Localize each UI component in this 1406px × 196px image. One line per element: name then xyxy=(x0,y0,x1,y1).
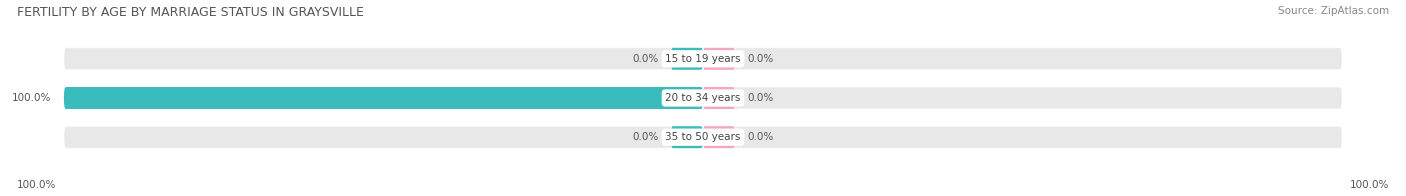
Text: 20 to 34 years: 20 to 34 years xyxy=(665,93,741,103)
Text: 35 to 50 years: 35 to 50 years xyxy=(665,132,741,142)
Text: 100.0%: 100.0% xyxy=(17,180,56,190)
FancyBboxPatch shape xyxy=(703,48,1343,70)
Text: 0.0%: 0.0% xyxy=(748,93,773,103)
FancyBboxPatch shape xyxy=(703,48,735,70)
FancyBboxPatch shape xyxy=(63,87,703,109)
FancyBboxPatch shape xyxy=(671,48,703,70)
FancyBboxPatch shape xyxy=(703,126,1343,148)
Text: 100.0%: 100.0% xyxy=(11,93,51,103)
Text: 15 to 19 years: 15 to 19 years xyxy=(665,54,741,64)
FancyBboxPatch shape xyxy=(703,87,735,109)
Text: 0.0%: 0.0% xyxy=(633,132,658,142)
Text: 0.0%: 0.0% xyxy=(633,54,658,64)
Text: 0.0%: 0.0% xyxy=(748,132,773,142)
FancyBboxPatch shape xyxy=(63,126,703,148)
FancyBboxPatch shape xyxy=(703,126,735,148)
Text: Source: ZipAtlas.com: Source: ZipAtlas.com xyxy=(1278,6,1389,16)
FancyBboxPatch shape xyxy=(671,126,703,148)
FancyBboxPatch shape xyxy=(63,87,703,109)
FancyBboxPatch shape xyxy=(63,48,703,70)
Text: 100.0%: 100.0% xyxy=(1350,180,1389,190)
FancyBboxPatch shape xyxy=(703,87,1343,109)
Text: 0.0%: 0.0% xyxy=(748,54,773,64)
Text: FERTILITY BY AGE BY MARRIAGE STATUS IN GRAYSVILLE: FERTILITY BY AGE BY MARRIAGE STATUS IN G… xyxy=(17,6,364,19)
